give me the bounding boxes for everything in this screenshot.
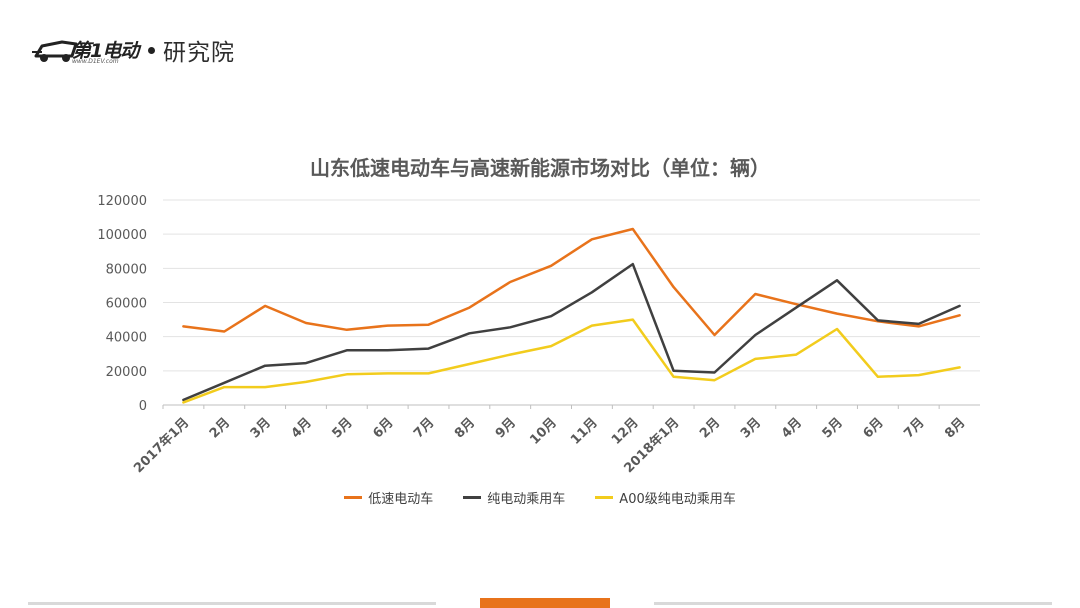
series-line xyxy=(182,318,961,404)
x-tick-label: 11月 xyxy=(568,415,601,448)
chart-legend: 低速电动车 纯电动乘用车 A00级纯电动乘用车 xyxy=(0,488,1080,507)
logo: 第1电动 www.D1EV.com 研究院 xyxy=(32,30,235,70)
x-tick-label: 5月 xyxy=(820,415,846,441)
y-tick-label: 20000 xyxy=(106,365,147,380)
y-tick-label: 100000 xyxy=(97,228,147,243)
x-tick-label: 8月 xyxy=(452,415,478,441)
x-tick-label: 8月 xyxy=(942,415,968,441)
legend-item: 低速电动车 xyxy=(344,488,433,507)
x-tick-label: 2月 xyxy=(207,415,233,441)
y-tick-label: 60000 xyxy=(106,297,147,312)
legend-swatch xyxy=(463,496,482,499)
y-tick-label: 80000 xyxy=(106,262,147,277)
x-tick-label: 5月 xyxy=(329,415,355,441)
y-tick-label: 120000 xyxy=(97,194,147,209)
logo-url: www.D1EV.com xyxy=(72,58,119,65)
legend-item: 纯电动乘用车 xyxy=(463,488,565,507)
x-tick-label: 4月 xyxy=(289,415,315,441)
logo-separator-dot xyxy=(148,46,155,54)
footer-accent-bar xyxy=(480,598,610,608)
legend-swatch xyxy=(344,496,363,499)
legend-label: 纯电动乘用车 xyxy=(487,492,566,507)
footer-divider-left xyxy=(28,602,436,605)
x-tick-label: 7月 xyxy=(411,415,437,441)
legend-swatch xyxy=(595,496,614,499)
x-tick-label: 6月 xyxy=(370,415,396,441)
chart-title: 山东低速电动车与高速新能源市场对比（单位：辆） xyxy=(310,156,770,180)
x-tick-label: 3月 xyxy=(738,415,764,441)
y-tick-label: 0 xyxy=(139,399,147,414)
legend-label: A00级纯电动乘用车 xyxy=(619,492,736,507)
logo-suffix: 研究院 xyxy=(163,40,235,66)
x-tick-label: 2017年1月 xyxy=(131,415,193,477)
car-icon xyxy=(32,40,78,62)
legend-item: A00级纯电动乘用车 xyxy=(595,488,736,507)
x-tick-label: 9月 xyxy=(493,415,519,441)
x-tick-label: 12月 xyxy=(609,415,642,448)
x-tick-label: 4月 xyxy=(779,415,805,441)
y-tick-label: 40000 xyxy=(106,331,147,346)
x-tick-label: 10月 xyxy=(527,415,560,448)
logo-badge: 第1电动 www.D1EV.com xyxy=(32,32,144,68)
series-line xyxy=(182,227,961,337)
x-tick-label: 2月 xyxy=(697,415,723,441)
series-line xyxy=(182,262,961,402)
x-tick-label: 7月 xyxy=(901,415,927,441)
logo-brand: 第1电动 xyxy=(72,40,139,62)
x-tick-label: 6月 xyxy=(861,415,887,441)
legend-label: 低速电动车 xyxy=(368,492,434,507)
x-tick-label: 3月 xyxy=(248,415,274,441)
footer-divider-right xyxy=(654,602,1052,605)
